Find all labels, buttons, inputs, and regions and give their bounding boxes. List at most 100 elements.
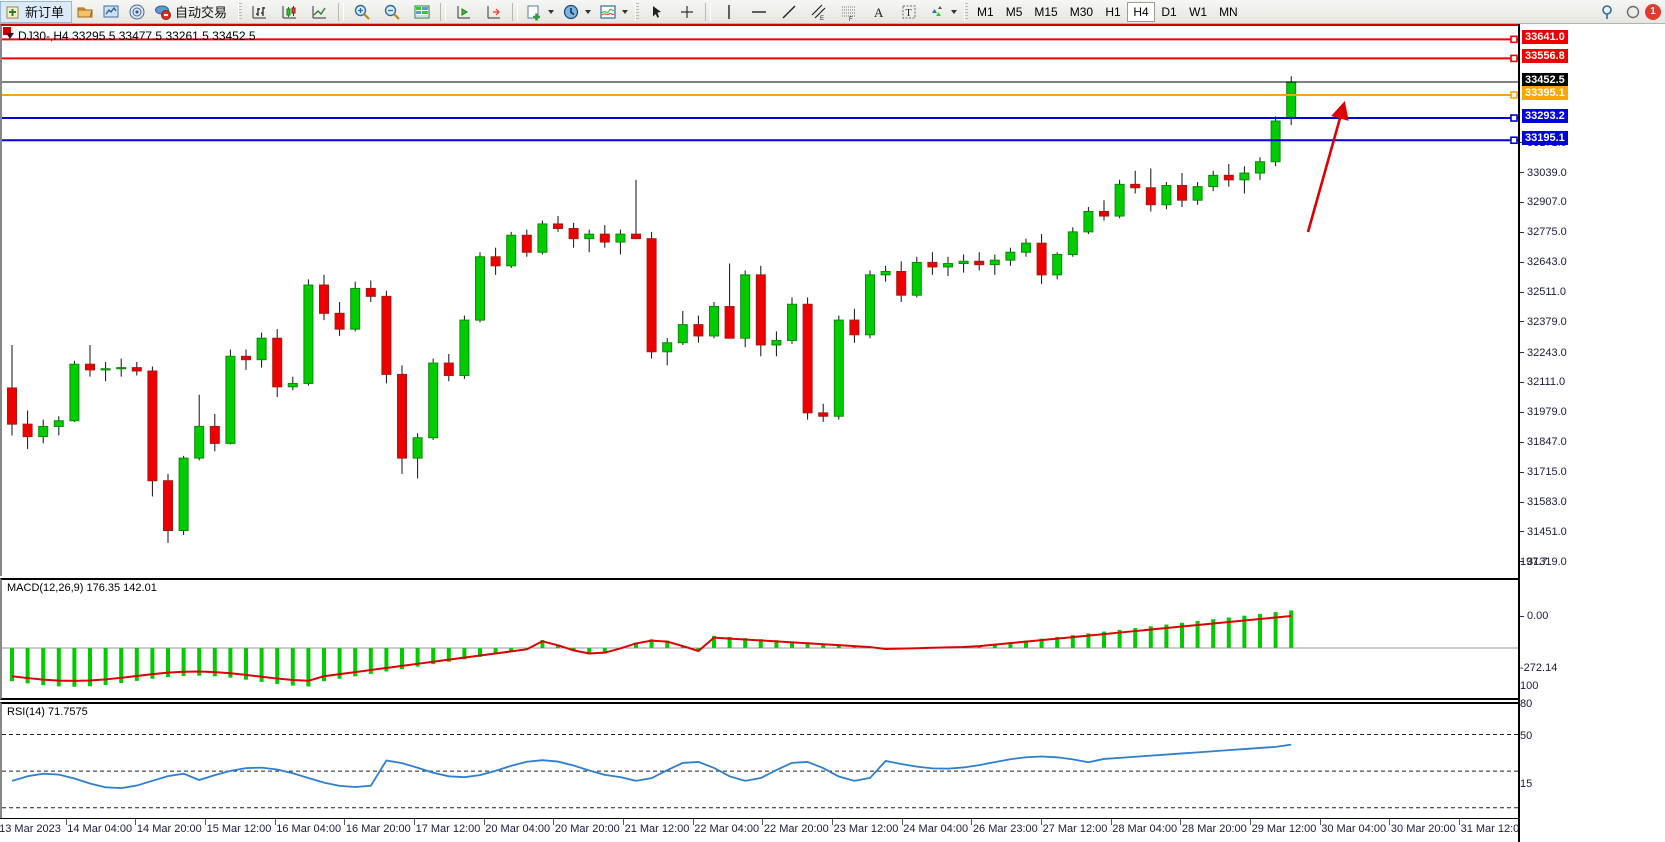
price-label-orange-level[interactable]: 33395.1 (1522, 85, 1568, 100)
vertical-line-icon[interactable] (720, 3, 738, 21)
price-tick: 31451.0 (1520, 526, 1567, 538)
auto-scroll-icon[interactable] (455, 3, 473, 21)
time-separator (692, 819, 694, 825)
time-label: 30 Mar 20:00 (1390, 823, 1456, 835)
rsi-series (2, 734, 1520, 809)
timeframe-h1[interactable]: H1 (1105, 4, 1121, 19)
cursor-icon[interactable] (648, 3, 666, 21)
search-icon[interactable] (1599, 3, 1617, 21)
chevron-down-icon[interactable] (951, 9, 958, 14)
macd-label: MACD(12,26,9) 176.35 142.01 (7, 582, 159, 594)
timeframe-h4[interactable]: H4 (1127, 1, 1156, 22)
autotrading-icon (154, 3, 172, 21)
price-label-resistance-lower[interactable]: 33556.8 (1522, 49, 1568, 64)
time-axis[interactable]: 13 Mar 2023 14 Mar 04:00 14 Mar 20:00 15 Ma… (0, 818, 1525, 842)
price-axis[interactable]: 33171.033039.032907.032775.032643.032511… (1518, 24, 1665, 842)
time-separator (832, 819, 833, 825)
chevron-down-icon[interactable] (548, 9, 555, 14)
svg-text:E: E (820, 16, 824, 21)
timeframe-w1[interactable]: W1 (1189, 4, 1208, 19)
time-label: 20 Mar 20:00 (554, 823, 620, 835)
main-toolbar: 新订单 自动交易 (0, 0, 1665, 24)
macd-scale-min: -272.14 (1520, 662, 1558, 674)
add-indicator-button[interactable] (521, 1, 558, 23)
rsi-label: RSI(14) 71.7575 (7, 706, 90, 718)
timeframe-m5[interactable]: M5 (1005, 4, 1023, 19)
new-order-button[interactable]: 新订单 (0, 0, 73, 23)
horizontal-line-icon[interactable] (750, 3, 768, 21)
svg-text:F: F (849, 17, 853, 21)
text-icon[interactable]: A (870, 3, 888, 21)
navigator-icon[interactable] (128, 3, 146, 21)
templates-button[interactable] (595, 1, 632, 23)
time-label: 22 Mar 04:00 (694, 823, 760, 835)
candlestick-icon[interactable] (281, 3, 299, 21)
add-indicator-icon (525, 3, 543, 21)
toolbar-grip-1[interactable] (238, 2, 243, 21)
time-label: 21 Mar 12:00 (624, 823, 690, 835)
chart-menu-icon[interactable] (6, 33, 14, 39)
timeframe-d1[interactable]: D1 (1161, 4, 1177, 19)
time-separator (1110, 819, 1112, 825)
toolbar-grip-3[interactable] (964, 2, 969, 21)
chart-shift-icon[interactable] (485, 3, 503, 21)
price-label-current-price[interactable]: 33452.5 (1522, 72, 1568, 87)
market-watch-icon[interactable] (102, 3, 120, 21)
time-separator (205, 819, 206, 825)
macd-scale-zero: 0.00 (1520, 610, 1548, 622)
rsi-pane[interactable]: RSI(14) 71.7575 (0, 702, 1520, 818)
time-separator (65, 819, 67, 825)
trendline-icon[interactable] (780, 3, 798, 21)
text-label-icon[interactable]: T (900, 3, 918, 21)
price-tick: 32379.0 (1520, 316, 1567, 328)
chevron-down-icon[interactable] (585, 9, 592, 14)
time-label: 17 Mar 12:00 (415, 823, 481, 835)
time-separator (762, 819, 764, 825)
svg-text:T: T (906, 8, 912, 19)
fibonacci-icon[interactable]: F (840, 3, 858, 23)
line-chart-icon[interactable] (311, 3, 329, 21)
equidistant-channel-icon[interactable]: E (810, 3, 828, 22)
timeframe-m30[interactable]: M30 (1069, 4, 1094, 19)
time-label: 13 Mar 2023 (0, 823, 61, 835)
toolbar-separator-4 (705, 2, 712, 21)
toolbar-separator-1 (338, 2, 345, 21)
alert-count-badge[interactable]: 1 (1645, 3, 1661, 20)
price-pane[interactable]: DJ30-,H4 33295.5 33477.5 33261.5 33452.5 (0, 24, 1520, 578)
period-button[interactable] (558, 1, 595, 23)
toolbar-grip-2[interactable] (635, 2, 640, 21)
autotrading-button[interactable]: 自动交易 (150, 1, 235, 23)
period-icon (562, 3, 580, 21)
rsi-scale-15: 15 (1520, 778, 1533, 790)
macd-pane[interactable]: MACD(12,26,9) 176.35 142.01 (0, 578, 1520, 700)
time-separator (1319, 819, 1321, 825)
chart-window: DJ30-,H4 33295.5 33477.5 33261.5 33452.5… (0, 24, 1665, 842)
crosshair-icon[interactable] (678, 3, 696, 21)
timeframe-mn[interactable]: MN (1219, 4, 1238, 19)
price-label-support-upper[interactable]: 33293.2 (1522, 109, 1568, 124)
price-label-support-lower[interactable]: 33195.1 (1522, 131, 1568, 146)
price-label-resistance-upper[interactable]: 33641.0 (1522, 30, 1568, 45)
rsi-scale-100: 100 (1520, 680, 1539, 692)
zoom-in-icon[interactable] (353, 3, 371, 21)
time-label: 29 Mar 12:00 (1251, 823, 1317, 835)
bar-chart-icon[interactable] (251, 3, 269, 21)
price-tick: 32775.0 (1520, 226, 1567, 238)
time-label: 26 Mar 23:00 (972, 823, 1038, 835)
zoom-out-icon[interactable] (383, 3, 401, 21)
price-tick: 31847.0 (1520, 436, 1567, 448)
time-separator (1389, 819, 1391, 825)
folder-icon[interactable] (76, 3, 94, 21)
alerts-icon[interactable] (1625, 3, 1643, 21)
data-window-icon[interactable] (413, 3, 431, 21)
timeframe-m15[interactable]: M15 (1034, 4, 1058, 19)
timeframe-m1[interactable]: M1 (977, 4, 994, 19)
time-label: 28 Mar 20:00 (1181, 823, 1247, 835)
up-arrow-annotation[interactable] (2, 26, 1520, 578)
level-lines-layer[interactable] (2, 26, 1520, 578)
time-label: 20 Mar 04:00 (485, 823, 551, 835)
pane-handle[interactable] (3, 27, 11, 35)
shapes-button[interactable] (924, 1, 961, 23)
time-label: 28 Mar 04:00 (1112, 823, 1178, 835)
chevron-down-icon[interactable] (622, 9, 629, 14)
